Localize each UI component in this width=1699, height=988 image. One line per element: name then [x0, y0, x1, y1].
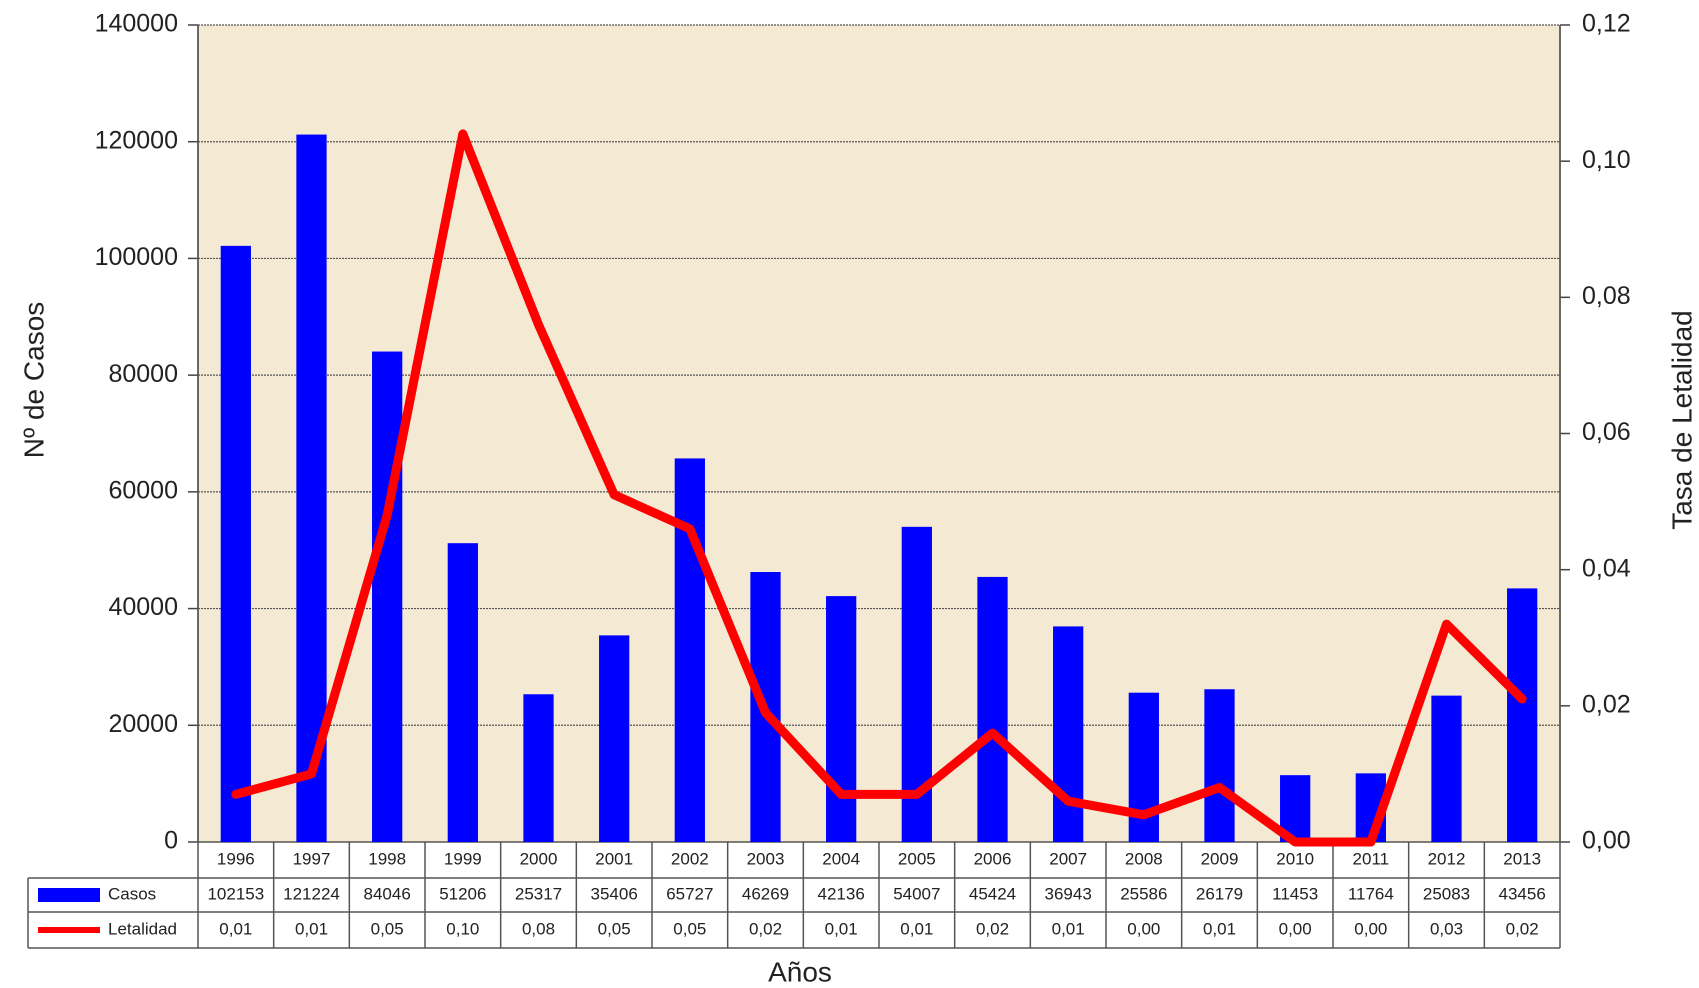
table-cell: 46269: [742, 884, 789, 903]
y-tick-label: 140000: [95, 10, 178, 38]
legend-label: Letalidad: [108, 919, 177, 938]
y-tick-label: 0: [164, 827, 178, 855]
bar: [1053, 626, 1084, 842]
bar: [599, 635, 630, 842]
x-tick-label: 2000: [520, 849, 558, 868]
table-cell: 0,10: [446, 919, 479, 938]
y-tick-label: 20000: [108, 710, 178, 738]
bar: [1507, 588, 1538, 842]
y2-tick-label: 0,04: [1582, 554, 1631, 582]
table-cell: 54007: [893, 884, 940, 903]
y2-axis-title: Tasa de Letalidad: [1666, 310, 1697, 530]
x-tick-label: 2013: [1503, 849, 1541, 868]
table-cell: 0,01: [1203, 919, 1236, 938]
bar: [674, 458, 705, 842]
table-cell: 0,05: [673, 919, 706, 938]
table-cell: 0,00: [1279, 919, 1312, 938]
x-tick-label: 2012: [1428, 849, 1466, 868]
table-cell: 102153: [207, 884, 264, 903]
x-tick-label: 1999: [444, 849, 482, 868]
y2-tick-label: 0,10: [1582, 146, 1631, 174]
y2-tick-label: 0,00: [1582, 827, 1631, 855]
y-tick-label: 60000: [108, 476, 178, 504]
bar: [1431, 695, 1462, 842]
table-cell: 84046: [364, 884, 411, 903]
bar: [977, 576, 1008, 842]
table-cell: 11453: [1272, 884, 1318, 903]
table-cell: 43456: [1499, 884, 1546, 903]
table-cell: 65727: [666, 884, 713, 903]
x-tick-label: 2003: [747, 849, 785, 868]
line: [231, 129, 1527, 847]
x-tick-label: 1997: [293, 849, 331, 868]
table-cell: 36943: [1045, 884, 1092, 903]
table-cell: 26179: [1196, 884, 1243, 903]
x-tick-label: 2004: [822, 849, 860, 868]
bar: [523, 694, 554, 842]
y2-tick-label: 0,08: [1582, 282, 1631, 310]
y-tick-label: 80000: [108, 360, 178, 388]
y2-tick-label: 0,02: [1582, 690, 1631, 718]
y-tick-label: 120000: [95, 126, 178, 154]
x-tick-label: 2001: [595, 849, 633, 868]
table-cell: 51206: [439, 884, 486, 903]
table-cell: 0,02: [749, 919, 782, 938]
legend-swatch: [38, 888, 100, 902]
bar: [1128, 692, 1159, 842]
x-tick-label: 2008: [1125, 849, 1163, 868]
y2-tick-label: 0,06: [1582, 418, 1631, 446]
table-cell: 0,03: [1430, 919, 1463, 938]
table-cell: 25317: [515, 884, 562, 903]
table-cell: 0,05: [371, 919, 404, 938]
y2-tick-label: 0,12: [1582, 10, 1631, 38]
y-axis-title: Nº de Casos: [18, 302, 49, 459]
y-tick-label: 40000: [108, 593, 178, 621]
table-cell: 35406: [591, 884, 638, 903]
x-tick-label: 2010: [1276, 849, 1314, 868]
bar: [1204, 689, 1235, 842]
table-cell: 11764: [1348, 884, 1394, 903]
table-cell: 0,01: [219, 919, 252, 938]
bar: [447, 543, 478, 842]
table-cell: 25586: [1120, 884, 1167, 903]
table-cell: 0,00: [1354, 919, 1387, 938]
bar: [372, 351, 403, 842]
plot-area: [198, 25, 1560, 842]
x-axis-title: Años: [768, 956, 832, 987]
x-tick-label: 2009: [1201, 849, 1239, 868]
x-tick-label: 2002: [671, 849, 709, 868]
bar: [826, 596, 857, 842]
x-tick-label: 1996: [217, 849, 255, 868]
table-cell: 0,02: [976, 919, 1009, 938]
table-cell: 0,02: [1506, 919, 1539, 938]
table-cell: 0,00: [1127, 919, 1160, 938]
table-cell: 121224: [283, 884, 340, 903]
table-cell: 45424: [969, 884, 1016, 903]
x-tick-label: 2011: [1353, 849, 1390, 868]
table-cell: 0,08: [522, 919, 555, 938]
x-tick-label: 2006: [974, 849, 1012, 868]
table-cell: 0,01: [295, 919, 328, 938]
legend-label: Casos: [108, 884, 156, 903]
x-tick-label: 2005: [898, 849, 936, 868]
y-tick-label: 100000: [95, 243, 178, 271]
table-cell: 0,01: [900, 919, 933, 938]
table-cell: 42136: [818, 884, 865, 903]
table-cell: 0,01: [825, 919, 858, 938]
bar: [220, 245, 251, 843]
x-tick-label: 1998: [368, 849, 406, 868]
x-tick-label: 2007: [1049, 849, 1087, 868]
table-cell: 0,05: [598, 919, 631, 938]
table-cell: 25083: [1423, 884, 1470, 903]
table-cell: 0,01: [1052, 919, 1085, 938]
